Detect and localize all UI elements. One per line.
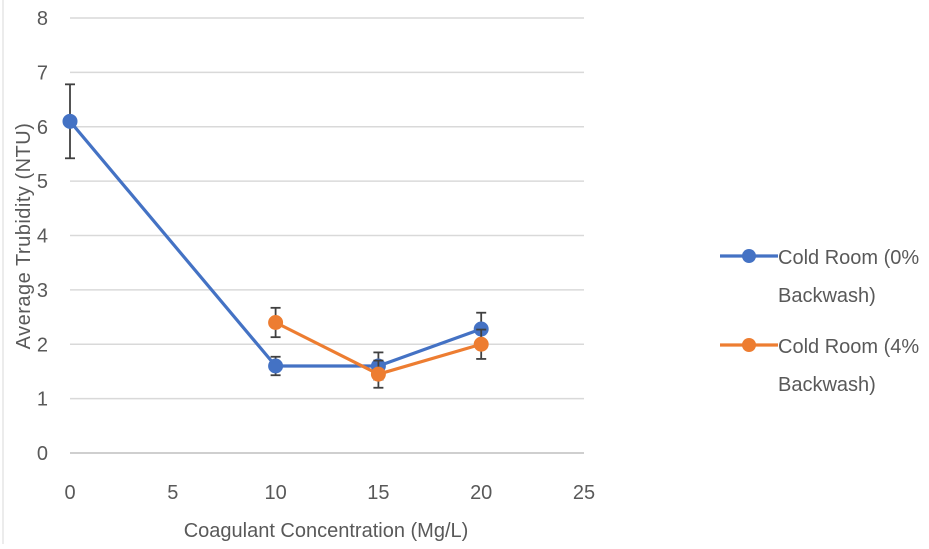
x-axis: 0 5 10 15 20 25 [64,452,595,504]
y-tick-label: 0 [37,443,48,465]
legend-item-0: Cold Room (0% Backwash) [720,247,919,307]
y-tick-label: 8 [37,8,48,30]
x-axis-title: Coagulant Concentration (Mg/L) [184,520,469,542]
series-1 [268,306,489,389]
x-tick-label: 20 [470,482,492,504]
gridlines [70,17,584,400]
y-tick-label: 6 [37,117,48,139]
x-tick-label: 10 [264,482,286,504]
series-line [68,120,482,368]
y-axis-title: Average Trubidity (NTU) [13,123,35,350]
x-tick-label: 5 [167,482,178,504]
x-tick-label: 15 [367,482,389,504]
legend-label: Cold Room (0% [778,247,919,269]
data-point [62,113,78,129]
legend-marker [742,338,756,352]
data-point [268,358,284,374]
data-point [268,315,284,330]
legend-label: Backwash) [778,374,876,396]
y-tick-label: 2 [37,334,48,356]
x-tick-label: 0 [64,482,75,504]
legend-label: Cold Room (4% [778,336,919,358]
legend-label: Backwash) [778,285,876,307]
data-point [370,366,386,382]
legend-marker [742,249,756,263]
y-tick-label: 3 [37,280,48,302]
data-point [473,336,489,352]
legend: Cold Room (0% Backwash) Cold Room (4% Backw… [720,247,919,396]
y-tick-label: 5 [37,171,48,193]
plot-area [62,83,489,389]
y-tick-label: 4 [37,226,48,248]
legend-item-1: Cold Room (4% Backwash) [720,336,919,396]
x-tick-label: 25 [573,482,595,504]
y-axis-tick-labels: 0 1 2 3 4 5 6 7 8 [37,8,48,465]
y-tick-label: 1 [37,389,48,411]
y-tick-label: 7 [37,62,48,84]
